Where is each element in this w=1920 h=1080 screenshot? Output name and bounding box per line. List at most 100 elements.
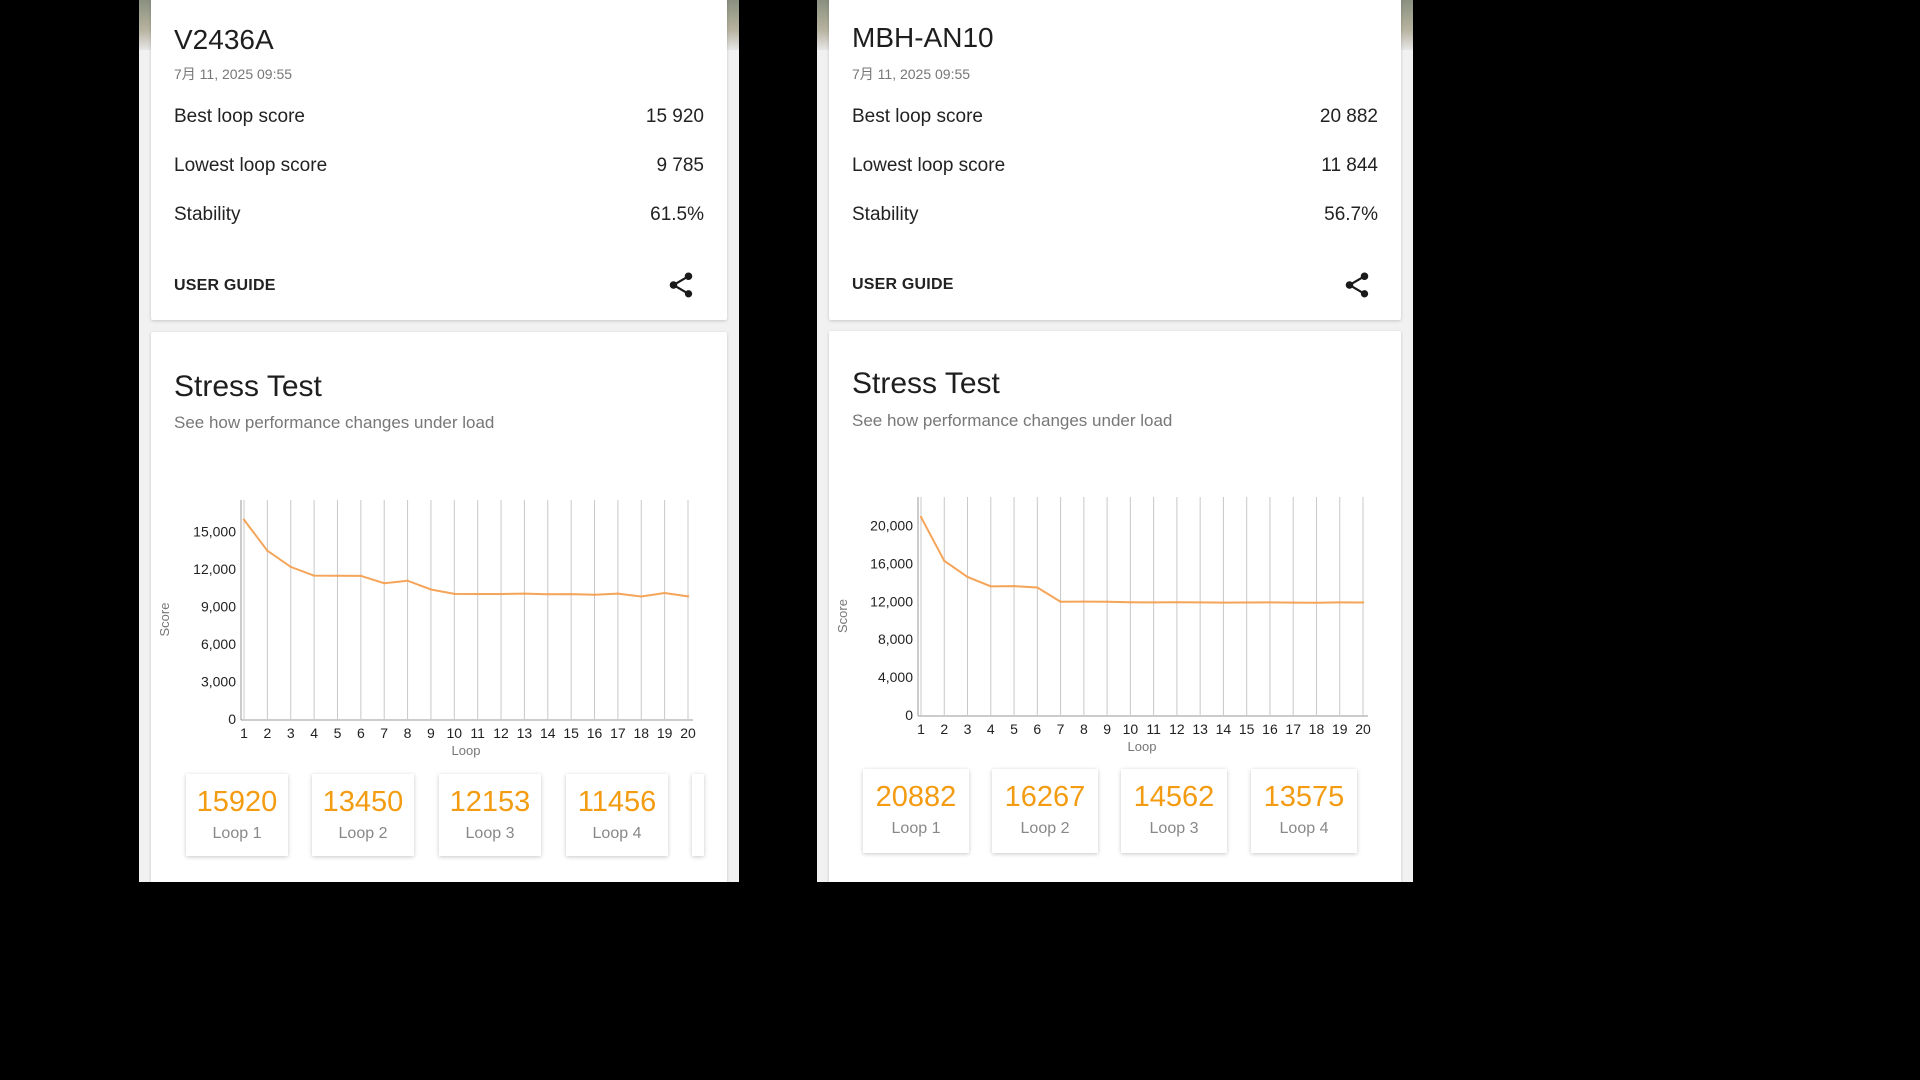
data-point <box>336 574 339 577</box>
data-point <box>640 595 643 598</box>
share-icon[interactable] <box>1342 270 1372 300</box>
data-point <box>1036 586 1039 589</box>
best-loop-label: Best loop score <box>852 106 983 127</box>
best-loop-row: Best loop score 20 882 <box>852 106 1378 134</box>
x-tick-label: 4 <box>310 725 318 741</box>
y-tick-label: 0 <box>905 707 913 723</box>
x-tick-label: 7 <box>380 725 388 741</box>
loop-label: Loop 4 <box>1279 820 1329 837</box>
x-tick-label: 14 <box>1216 721 1232 737</box>
x-tick-label: 9 <box>1103 721 1111 737</box>
lowest-loop-label: Lowest loop score <box>852 155 1006 176</box>
loop-score: 11456 <box>577 786 657 818</box>
x-tick-label: 4 <box>987 721 995 737</box>
data-point <box>1105 600 1109 603</box>
x-tick-label: 3 <box>287 725 295 741</box>
loop-label: Loop 2 <box>1020 820 1070 837</box>
lowest-loop-value: 9 785 <box>656 155 704 176</box>
data-point <box>242 518 246 521</box>
data-point <box>919 515 923 519</box>
x-tick-label: 20 <box>680 725 696 741</box>
y-axis-label: Score <box>835 599 850 633</box>
y-tick-label: 12,000 <box>193 561 236 577</box>
phone-screen-left: V2436A 7月 11, 2025 09:55 Best loop score… <box>139 0 739 882</box>
stress-test-subtitle: See how performance changes under load <box>174 413 495 432</box>
y-axis-label: Score <box>157 603 172 637</box>
data-point <box>616 592 620 595</box>
data-point <box>523 592 526 595</box>
best-loop-value: 15 920 <box>645 106 704 127</box>
x-tick-label: 18 <box>633 725 649 741</box>
loop-tile: 20882 Loop 1 <box>863 769 969 853</box>
data-point <box>406 579 409 582</box>
x-tick-label: 2 <box>940 721 948 737</box>
loop-tile: 13450 Loop 2 <box>312 774 414 856</box>
data-point <box>266 549 269 552</box>
loop-label: Loop 1 <box>212 825 262 842</box>
user-guide-button[interactable]: USER GUIDE <box>852 276 954 293</box>
data-point <box>569 592 573 596</box>
x-tick-label: 15 <box>1239 721 1255 737</box>
x-tick-label: 17 <box>1285 721 1301 737</box>
x-tick-label: 19 <box>657 725 673 741</box>
x-tick-label: 9 <box>427 725 435 741</box>
x-tick-label: 19 <box>1332 721 1348 737</box>
data-point <box>966 575 969 579</box>
y-tick-label: 0 <box>228 711 236 727</box>
data-point <box>943 559 946 563</box>
wallpaper-edge <box>139 0 151 50</box>
device-name: V2436A <box>174 24 274 55</box>
loop-score: 13575 <box>1263 781 1345 813</box>
x-tick-label: 1 <box>240 725 248 741</box>
stability-row: Stability 56.7% <box>852 204 1378 232</box>
stability-label: Stability <box>174 204 241 225</box>
data-point <box>289 565 292 569</box>
data-point <box>1175 601 1179 604</box>
share-icon[interactable] <box>666 270 696 300</box>
x-tick-label: 17 <box>610 725 626 741</box>
data-point <box>476 592 479 596</box>
test-date: 7月 11, 2025 09:55 <box>852 66 971 82</box>
loop-score: 20882 <box>875 781 957 813</box>
data-point <box>989 585 992 588</box>
data-point <box>1361 601 1365 604</box>
best-loop-row: Best loop score 15 920 <box>174 106 704 134</box>
result-summary-card: V2436A 7月 11, 2025 09:55 Best loop score… <box>151 0 727 320</box>
x-tick-label: 6 <box>1033 721 1041 737</box>
x-tick-label: 3 <box>964 721 972 737</box>
data-point <box>1198 601 1202 604</box>
data-point <box>1315 601 1318 604</box>
best-loop-value: 20 882 <box>1319 106 1378 127</box>
y-tick-label: 12,000 <box>870 593 913 609</box>
loop-tile: 15920 Loop 1 <box>186 774 288 856</box>
loop-score: 13450 <box>322 786 404 818</box>
x-tick-label: 13 <box>517 725 533 741</box>
loop-score: 12153 <box>449 786 531 818</box>
loop-label: Loop 3 <box>465 825 515 842</box>
loop-label: Loop 1 <box>891 820 941 837</box>
x-tick-label: 11 <box>470 725 485 741</box>
x-tick-label: 10 <box>447 725 463 741</box>
result-summary-card: MBH-AN10 7月 11, 2025 09:55 Best loop sco… <box>829 0 1401 320</box>
y-tick-label: 16,000 <box>870 555 913 571</box>
x-tick-label: 6 <box>357 725 365 741</box>
data-point <box>383 582 386 585</box>
data-point <box>1129 601 1132 604</box>
data-point <box>1338 601 1341 604</box>
stress-test-card: Stress Test See how performance changes … <box>151 332 727 882</box>
data-point <box>359 574 363 578</box>
loop-label: Loop 2 <box>338 825 388 842</box>
user-guide-button[interactable]: USER GUIDE <box>174 277 276 294</box>
data-point <box>1268 601 1272 604</box>
series-line <box>243 519 689 598</box>
loop-tile: 12153 Loop 3 <box>439 774 541 856</box>
y-tick-label: 8,000 <box>878 631 913 647</box>
best-loop-label: Best loop score <box>174 106 305 127</box>
y-tick-label: 9,000 <box>201 598 236 614</box>
stability-label: Stability <box>852 204 919 225</box>
lowest-loop-row: Lowest loop score 9 785 <box>174 155 704 183</box>
wallpaper-edge <box>817 0 829 50</box>
stress-test-card: Stress Test See how performance changes … <box>829 331 1401 882</box>
stress-test-subtitle: See how performance changes under load <box>852 411 1173 430</box>
